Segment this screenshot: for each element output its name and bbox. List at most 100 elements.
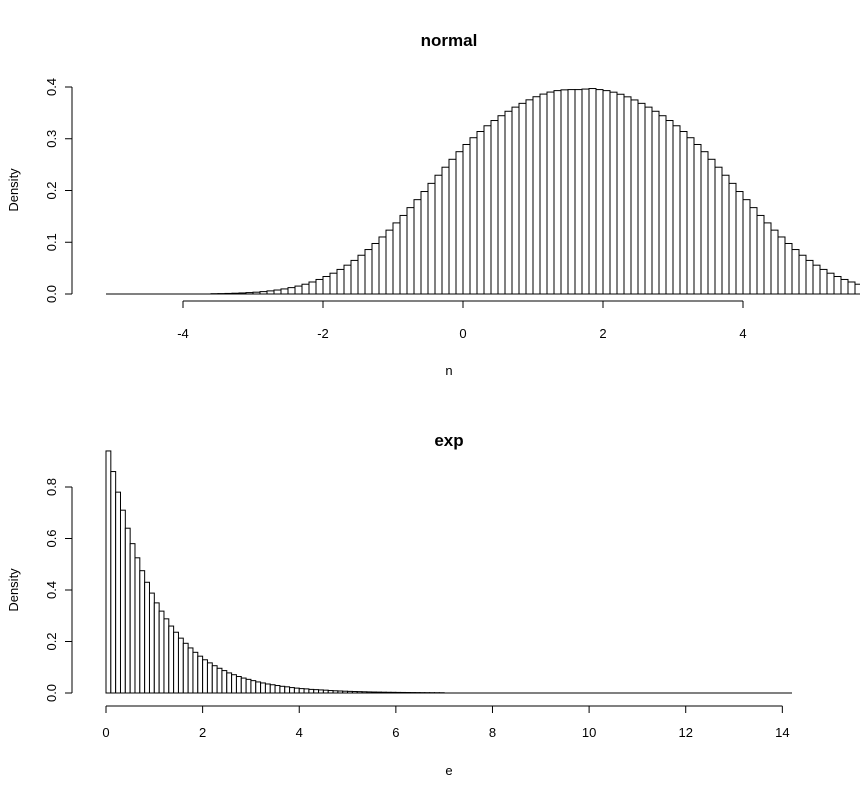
histogram-bar — [511, 106, 520, 295]
histogram-bar — [211, 665, 218, 694]
x-tick-label: 2 — [199, 725, 206, 740]
histogram-bar — [303, 688, 310, 694]
histogram-bar — [483, 125, 492, 295]
histogram-bar — [274, 685, 281, 694]
histogram-bar — [280, 288, 289, 295]
histogram-bar — [298, 688, 305, 694]
histogram-bar — [455, 151, 464, 295]
histogram-bar — [791, 249, 800, 295]
histogram-bar — [119, 509, 126, 694]
histogram-bar — [336, 268, 345, 295]
y-tick-label: 0.4 — [44, 78, 59, 96]
histogram-bar — [308, 281, 317, 295]
histogram-bar — [574, 89, 583, 295]
histogram-bar — [763, 222, 772, 295]
histogram-bar — [357, 254, 366, 295]
histogram-bar — [651, 110, 660, 295]
y-tick-label: 0.3 — [44, 130, 59, 148]
histogram-bar — [269, 684, 276, 694]
histogram-bar — [462, 143, 471, 295]
histogram-bar — [742, 199, 751, 295]
x-axis: 0 2 4 6 8 10 12 14 — [102, 705, 790, 740]
histogram-bar — [686, 137, 695, 295]
histogram-bar — [148, 592, 155, 694]
y-tick-label: 0.0 — [44, 684, 59, 702]
histogram-bar — [187, 647, 194, 694]
x-tick-label: 0 — [459, 326, 466, 341]
histogram-bar — [273, 289, 282, 295]
histogram-bar — [144, 581, 150, 694]
histogram-bar — [826, 272, 835, 295]
histogram-bar — [255, 681, 262, 694]
histogram-bar — [469, 137, 478, 295]
histogram-bar — [553, 90, 562, 295]
histogram-bar — [289, 687, 295, 694]
histogram-bar — [279, 685, 286, 694]
histogram-bar — [840, 278, 849, 295]
histogram-bar — [115, 491, 121, 694]
histogram-bar — [756, 214, 765, 295]
histogram-bar — [350, 259, 359, 295]
histogram-bar — [658, 115, 667, 295]
histogram-bar — [221, 670, 228, 694]
histogram-bar — [721, 174, 730, 295]
histogram-bar — [153, 602, 160, 694]
histogram-bar — [168, 625, 175, 694]
histogram-bar — [378, 236, 387, 295]
histogram-bar — [679, 131, 688, 295]
histogram-bar — [777, 236, 786, 295]
histogram-bar — [735, 191, 744, 295]
histogram-bar — [476, 131, 485, 295]
histogram-bar — [630, 99, 639, 295]
histogram-bar — [637, 102, 646, 295]
histogram-bar — [497, 115, 506, 295]
histogram-bar — [420, 191, 429, 295]
histogram-bar — [532, 96, 541, 295]
histogram-bar — [714, 166, 723, 295]
histogram-bar — [139, 570, 146, 694]
histogram-bar — [163, 618, 170, 694]
histogram-bar — [329, 272, 338, 295]
x-tick-label: 10 — [582, 725, 596, 740]
histogram-bar — [315, 278, 324, 295]
histogram-bar — [588, 88, 597, 295]
histogram-bar — [672, 125, 681, 295]
histogram-bar — [567, 89, 576, 295]
histogram-bar — [134, 557, 141, 694]
histogram-bar — [110, 471, 117, 694]
y-tick-label: 0.2 — [44, 632, 59, 650]
x-axis: -4 -2 0 2 4 — [177, 300, 747, 341]
histogram-normal: normal -4 -2 0 2 4 0.0 0.1 0.2 0.3 0.4 n Density — [6, 31, 860, 378]
histogram-bar — [602, 90, 611, 295]
histogram-bar — [819, 268, 828, 295]
x-tick-label: -4 — [177, 326, 189, 341]
y-tick-label: 0.8 — [44, 478, 59, 496]
x-tick-label: 6 — [392, 725, 399, 740]
y-tick-label: 0.4 — [44, 581, 59, 599]
histogram-bar — [728, 182, 737, 295]
y-axis-label: Density — [6, 568, 21, 612]
histogram-bar — [301, 283, 310, 295]
histogram-bar — [364, 249, 373, 295]
histogram-bar — [371, 242, 380, 295]
histogram-bar — [798, 254, 807, 295]
histogram-bar — [399, 214, 408, 295]
histogram-bar — [264, 683, 271, 694]
histogram-bar — [693, 143, 702, 295]
histogram-bar — [644, 106, 653, 295]
histogram-bar — [441, 166, 450, 295]
histogram-bar — [616, 93, 625, 295]
histogram-bar — [240, 677, 247, 694]
histogram-bar — [518, 102, 527, 295]
histogram-bar — [206, 662, 213, 694]
histogram-bar — [308, 688, 315, 694]
y-axis-label: Density — [6, 168, 21, 212]
histogram-exp: exp 0 2 4 6 8 10 12 14 0.0 0.2 0.4 0.6 0.8 e Densit… — [6, 431, 792, 778]
histogram-bar — [173, 631, 179, 694]
y-tick-label: 0.6 — [44, 529, 59, 547]
histogram-bar — [609, 91, 618, 295]
x-tick-label: 0 — [102, 725, 109, 740]
histogram-bar — [413, 199, 422, 295]
x-tick-label: 4 — [296, 725, 303, 740]
